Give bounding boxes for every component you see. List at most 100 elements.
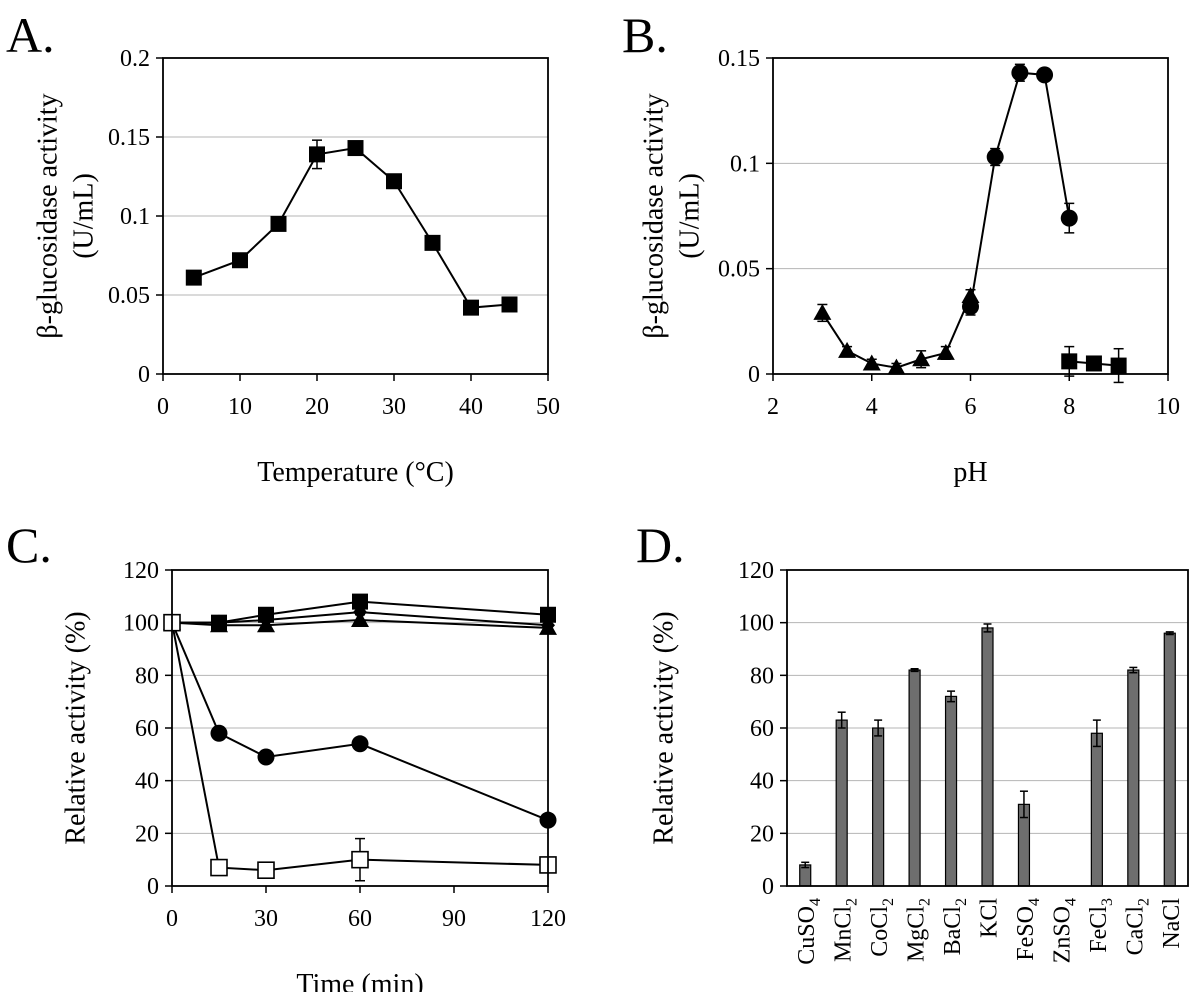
- category-label-subscript: 4: [1026, 898, 1043, 906]
- x-category-label: CuSO4: [794, 898, 824, 965]
- y-tick-label: 40: [750, 769, 774, 795]
- data-point: [1085, 355, 1102, 372]
- series-line: [193, 146, 510, 309]
- plot-frame: [786, 569, 1189, 887]
- data-point: [232, 252, 248, 269]
- x-tick-label: 90: [442, 906, 466, 932]
- data-point: [386, 173, 402, 190]
- data-point: [259, 612, 273, 629]
- x-tick-label: 4: [866, 394, 878, 420]
- category-label-base: ZnSO: [1049, 906, 1075, 963]
- series-line: [969, 71, 1071, 307]
- category-label-subscript: 2: [1135, 898, 1152, 906]
- x-tick-label: 6: [965, 394, 977, 420]
- x-category-label: FeCl3: [1086, 898, 1116, 953]
- data-point: [1036, 66, 1054, 84]
- x-category-label: ZnSO4: [1049, 898, 1079, 963]
- panel-label: B.: [622, 7, 668, 63]
- category-label-subscript: 2: [844, 898, 861, 906]
- y-axis-title: (U/mL): [68, 173, 99, 259]
- data-point: [352, 593, 368, 610]
- data-point: [257, 748, 275, 766]
- y-tick-label: 100: [738, 611, 774, 637]
- data-point: [838, 341, 857, 358]
- y-tick-label: 0.15: [718, 46, 760, 72]
- y-tick-label: 80: [750, 663, 774, 689]
- bar: [835, 719, 848, 887]
- x-category-label: CoCl2: [867, 898, 897, 957]
- y-tick-label: 40: [135, 769, 159, 795]
- x-tick-label: 10: [1156, 394, 1180, 420]
- bar: [1090, 732, 1103, 887]
- x-category-label: BaCl2: [940, 898, 970, 955]
- y-tick-label: 0: [138, 362, 150, 388]
- x-tick-label: 8: [1063, 394, 1075, 420]
- category-label-subscript: 4: [1062, 898, 1079, 906]
- category-label-base: NaCl: [1159, 898, 1185, 949]
- x-tick-label: 30: [254, 906, 278, 932]
- x-tick-label: 0: [166, 906, 178, 932]
- x-tick-label: 10: [228, 394, 252, 420]
- data-point: [210, 724, 228, 742]
- category-label-base: FeCl: [1086, 906, 1112, 953]
- data-point: [962, 298, 979, 316]
- data-point: [813, 303, 832, 320]
- y-tick-label: 120: [123, 558, 159, 584]
- chart-panel-a: A. 0 0.05 0.1 0.15 0.2 β-glucosidase activity(…: [6, 7, 560, 488]
- data-point: [912, 350, 931, 367]
- y-tick-label: 100: [123, 611, 159, 637]
- panel-label: C.: [6, 517, 52, 573]
- x-category-label: NaCl: [1159, 898, 1185, 949]
- x-tick-label: 40: [459, 394, 483, 420]
- y-tick-label: 80: [135, 663, 159, 689]
- y-tick-label: 0.2: [120, 46, 150, 72]
- data-point: [424, 234, 441, 251]
- data-point: [210, 858, 228, 877]
- data-point: [185, 269, 202, 286]
- plot-frame: [772, 57, 1169, 375]
- bar: [944, 695, 958, 887]
- series-3: [163, 614, 557, 829]
- data-point: [347, 140, 364, 157]
- data-point: [1061, 353, 1078, 370]
- x-axis-title: pH: [953, 457, 987, 488]
- category-label-subscript: 4: [807, 898, 824, 906]
- y-axis-title: β-glucosidase activity: [32, 93, 63, 338]
- data-point: [351, 735, 369, 753]
- x-tick-label: 0: [157, 394, 169, 420]
- bar: [1163, 632, 1176, 887]
- series-0: [813, 287, 980, 375]
- data-point: [212, 614, 226, 631]
- y-tick-label: 0.1: [730, 151, 760, 177]
- x-tick-label: 20: [305, 394, 329, 420]
- y-tick-label: 0: [147, 874, 159, 900]
- bar: [1127, 669, 1140, 887]
- x-tick-label: 120: [530, 906, 566, 932]
- y-tick-label: 60: [750, 716, 774, 742]
- data-point: [353, 604, 367, 621]
- series-line: [171, 622, 549, 822]
- category-label-base: BaCl: [940, 906, 966, 956]
- y-tick-label: 20: [135, 821, 159, 847]
- panel-label: A.: [6, 7, 55, 63]
- x-category-label: MgCl2: [904, 898, 934, 962]
- x-tick-label: 60: [348, 906, 372, 932]
- y-tick-label: 120: [738, 558, 774, 584]
- category-label-base: MgCl: [904, 906, 930, 962]
- data-point: [270, 215, 287, 232]
- y-axis-title: Relative activity (%): [648, 611, 679, 844]
- y-tick-label: 60: [135, 716, 159, 742]
- series-2: [1061, 345, 1127, 384]
- category-label-base: CaCl: [1122, 906, 1148, 956]
- data-point: [1011, 64, 1029, 82]
- x-axis-title: Time (min): [296, 969, 423, 992]
- y-tick-label: 0.15: [108, 125, 150, 151]
- series-1: [962, 63, 1078, 316]
- data-point: [862, 354, 881, 371]
- y-tick-label: 0.1: [120, 204, 150, 230]
- plot-frame: [171, 569, 549, 887]
- category-label-subscript: 2: [953, 898, 970, 906]
- data-point: [961, 287, 980, 304]
- bar: [981, 627, 994, 887]
